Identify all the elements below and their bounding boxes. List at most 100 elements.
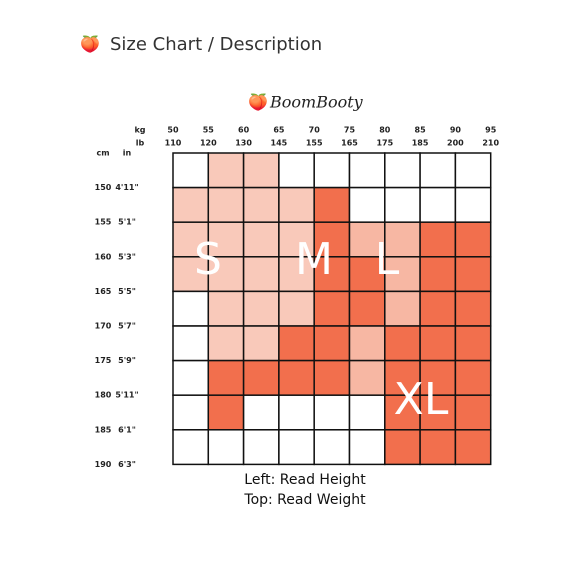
cell [242, 256, 280, 293]
cell [242, 152, 280, 189]
cell [242, 359, 280, 396]
weight-lb: 110 [165, 139, 182, 148]
cell [313, 290, 351, 327]
height-in: 6'3" [118, 460, 136, 469]
weight-kg: 70 [309, 126, 321, 135]
cell [384, 221, 421, 258]
cell [207, 429, 245, 466]
cell [419, 429, 457, 466]
cell [207, 359, 245, 396]
cell [172, 394, 210, 431]
header-icon: 🍑 [80, 35, 100, 54]
cell [242, 394, 280, 431]
cell [384, 429, 421, 466]
weight-kg: 75 [344, 126, 356, 135]
cell [384, 325, 421, 362]
height-in: 5'3" [118, 252, 136, 261]
cell [172, 429, 210, 466]
cell [172, 152, 210, 189]
size-label: S [194, 234, 222, 285]
cell [348, 290, 386, 327]
height-in: 6'1" [118, 425, 136, 434]
cell [454, 290, 492, 327]
cell [313, 152, 351, 189]
unit-label: kg [134, 126, 145, 135]
cells [172, 152, 492, 466]
height-cm: 190 [95, 460, 112, 469]
cell [454, 221, 492, 258]
height-in: 5'9" [118, 356, 136, 365]
cell [384, 186, 421, 223]
weight-kg: 55 [203, 126, 215, 135]
height-cm: 185 [95, 425, 112, 434]
logo-icon: 🍑 [248, 93, 268, 112]
height-cm: 165 [95, 287, 112, 296]
cell [419, 152, 457, 189]
weight-lb: 130 [235, 139, 252, 148]
cell [207, 394, 245, 431]
weight-lb: 185 [412, 139, 429, 148]
cell [278, 290, 315, 327]
cell [454, 429, 492, 466]
weight-lb: 175 [376, 139, 393, 148]
cell [348, 325, 386, 362]
height-cm: 175 [95, 356, 112, 365]
cell [172, 359, 210, 396]
cell [419, 290, 457, 327]
weight-kg: 80 [379, 126, 391, 135]
cell [454, 394, 492, 431]
weight-kg: 95 [485, 126, 497, 135]
cell [278, 325, 315, 362]
weight-lb: 145 [271, 139, 288, 148]
cell [348, 221, 386, 258]
cell [172, 325, 210, 362]
cell [207, 152, 245, 189]
height-in: 5'11" [115, 391, 138, 400]
cell [454, 186, 492, 223]
cell [454, 256, 492, 293]
size-label: M [295, 234, 333, 285]
weight-lb: 165 [341, 139, 358, 148]
height-in: 5'1" [118, 218, 136, 227]
cell [242, 325, 280, 362]
height-in: 5'7" [118, 322, 136, 331]
weight-lb: 120 [200, 139, 217, 148]
weight-kg: 50 [167, 126, 179, 135]
weight-lb: 210 [482, 139, 499, 148]
cell [278, 152, 315, 189]
height-in: 4'11" [115, 183, 138, 192]
cell [419, 256, 457, 293]
cell [384, 290, 421, 327]
cell [172, 186, 210, 223]
unit-label: lb [136, 139, 145, 148]
cell [419, 325, 457, 362]
unit-label: in [123, 149, 132, 158]
cell [313, 186, 351, 223]
weight-kg: 90 [450, 126, 462, 135]
cell [454, 152, 492, 189]
cell [172, 290, 210, 327]
note: Left: Read Height [244, 472, 366, 488]
cell [278, 359, 315, 396]
cell [313, 221, 351, 258]
header-title: Size Chart / Description [110, 34, 322, 55]
weight-lb: 200 [447, 139, 464, 148]
height-cm: 180 [95, 391, 112, 400]
cell [242, 186, 280, 223]
cell [384, 152, 421, 189]
cell [278, 186, 315, 223]
height-cm: 160 [95, 252, 112, 261]
height-cm: 155 [95, 218, 112, 227]
cell [348, 359, 386, 396]
cell [348, 429, 386, 466]
cell [454, 325, 492, 362]
cell [348, 186, 386, 223]
cell [242, 429, 280, 466]
unit-label: cm [96, 149, 109, 158]
cell [278, 429, 315, 466]
weight-kg: 60 [238, 126, 250, 135]
cell [419, 221, 457, 258]
cell [313, 429, 351, 466]
cell [207, 325, 245, 362]
